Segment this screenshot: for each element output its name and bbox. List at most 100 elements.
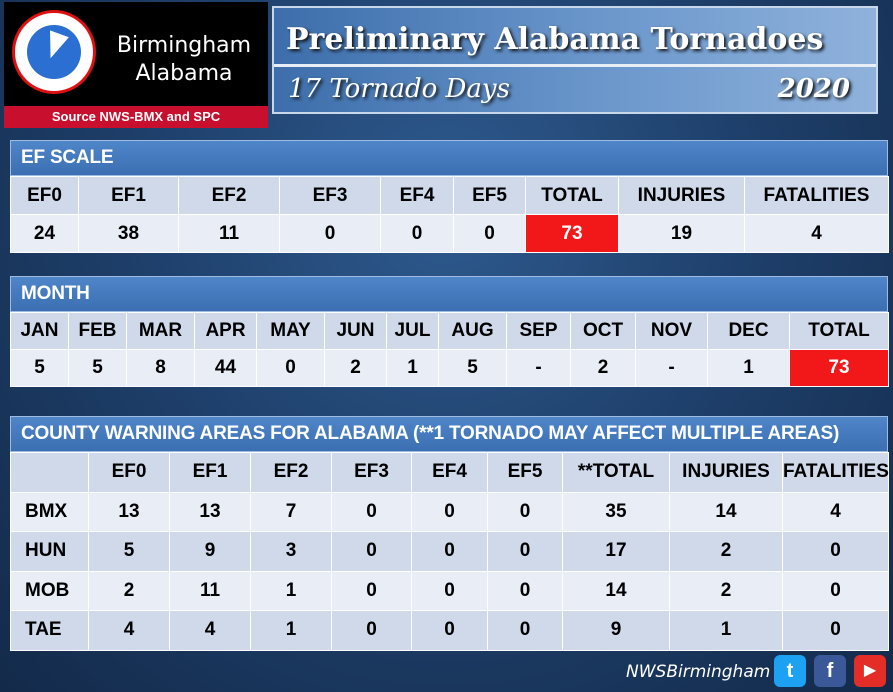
month-header-cell: TOTAL [789, 312, 889, 350]
month-heading: MONTH [10, 276, 888, 312]
cwa-value-cell: 4 [169, 610, 251, 651]
month-header-cell: MAY [256, 312, 325, 350]
month-value-cell: 2 [324, 349, 387, 387]
cwa-value-cell: 35 [562, 491, 670, 532]
month-value-cell: - [506, 349, 571, 387]
ef-header-cell: EF4 [380, 176, 454, 215]
cwa-value-cell: 13 [88, 491, 170, 532]
cwa-value-cell: 4 [88, 610, 170, 651]
cwa-header-cell [10, 452, 89, 493]
cwa-value-cell: 0 [411, 491, 488, 532]
cwa-value-cell: 0 [331, 570, 412, 611]
nws-seal-icon [12, 10, 96, 94]
month-table: JAN FEB MAR APR MAY JUN JUL AUG SEP OCT NOV DEC TOTA… [10, 312, 889, 387]
ef-header-cell: EF5 [453, 176, 526, 215]
month-value-cell: 8 [126, 349, 195, 387]
month-header-cell: SEP [506, 312, 571, 350]
twitter-icon[interactable]: t [774, 655, 806, 687]
cwa-value-cell: 0 [411, 610, 488, 651]
month-header-cell: APR [194, 312, 257, 350]
ef-value-cell: 11 [178, 214, 280, 253]
cwa-value-cell: 17 [562, 531, 670, 572]
youtube-icon[interactable]: ▶ [854, 655, 886, 687]
office-state: Alabama [135, 61, 233, 86]
month-header-cell: JUL [386, 312, 439, 350]
ef-scale-table: EF0 EF1 EF2 EF3 EF4 EF5 TOTAL INJURIES FATALITIE… [10, 176, 889, 253]
ef-header-cell: EF1 [78, 176, 179, 215]
month-value-cell: 1 [386, 349, 439, 387]
cwa-section: COUNTY WARNING AREAS FOR ALABAMA (**1 TO… [10, 416, 889, 651]
month-header-cell: OCT [570, 312, 636, 350]
table-row: TAE 4 4 1 0 0 0 9 1 0 [10, 610, 889, 651]
cwa-value-cell: 1 [250, 610, 332, 651]
ef-value-cell: 0 [453, 214, 526, 253]
table-row: BMX 13 13 7 0 0 0 35 14 4 [10, 491, 889, 532]
ef-value-cell: 19 [618, 214, 745, 253]
month-header-cell: NOV [635, 312, 708, 350]
month-value-cell: 44 [194, 349, 257, 387]
month-section: MONTH JAN FEB MAR APR MAY JUN JUL AUG SEP OCT NOV D… [10, 276, 889, 387]
ef-value-cell: 0 [380, 214, 454, 253]
cwa-value-cell: 7 [250, 491, 332, 532]
month-header-cell: JUN [324, 312, 387, 350]
cwa-value-cell: 0 [331, 531, 412, 572]
ef-scale-section: EF SCALE EF0 EF1 EF2 EF3 EF4 EF5 TOTAL INJURIES… [10, 140, 889, 253]
cwa-header-cell: **TOTAL [562, 452, 670, 493]
title-banner: Preliminary Alabama Tornadoes 17 Tornado… [272, 6, 878, 114]
month-header-row: JAN FEB MAR APR MAY JUN JUL AUG SEP OCT NOV DEC TOTA… [10, 312, 889, 350]
cwa-header-cell: EF0 [88, 452, 170, 493]
cwa-area-label: MOB [10, 570, 89, 611]
page-subtitle: 17 Tornado Days [288, 74, 510, 104]
cwa-value-cell: 0 [411, 531, 488, 572]
cwa-value-cell: 2 [669, 531, 783, 572]
ef-header-cell: EF0 [10, 176, 79, 215]
cwa-value-cell: 11 [169, 570, 251, 611]
cwa-area-label: BMX [10, 491, 89, 532]
ef-header-cell: INJURIES [618, 176, 745, 215]
month-header-cell: AUG [438, 312, 507, 350]
month-value-cell: - [635, 349, 708, 387]
cwa-value-cell: 0 [331, 491, 412, 532]
cwa-value-cell: 3 [250, 531, 332, 572]
office-city: Birmingham [116, 33, 252, 58]
cwa-area-label: TAE [10, 610, 89, 651]
cwa-table: EF0 EF1 EF2 EF3 EF4 EF5 **TOTAL INJURIES FATALIT… [10, 452, 889, 651]
month-value-cell: 0 [256, 349, 325, 387]
month-header-cell: JAN [10, 312, 69, 350]
month-value-cell: 2 [570, 349, 636, 387]
cwa-header-cell: EF4 [411, 452, 488, 493]
cwa-value-cell: 0 [487, 531, 563, 572]
data-source: Source NWS-BMX and SPC [4, 106, 268, 128]
cwa-value-cell: 9 [169, 531, 251, 572]
ef-scale-value-row: 24 38 11 0 0 0 73 19 4 [10, 214, 889, 253]
cwa-value-cell: 0 [782, 570, 889, 611]
cwa-value-cell: 1 [250, 570, 332, 611]
cwa-value-cell: 13 [169, 491, 251, 532]
ef-value-cell: 73 [525, 214, 619, 253]
ef-scale-header-row: EF0 EF1 EF2 EF3 EF4 EF5 TOTAL INJURIES FATALITIE… [10, 176, 889, 215]
cwa-header-cell: INJURIES [669, 452, 783, 493]
cwa-header-cell: EF3 [331, 452, 412, 493]
ef-header-cell: TOTAL [525, 176, 619, 215]
cwa-value-cell: 4 [782, 491, 889, 532]
month-value-cell: 5 [68, 349, 127, 387]
cwa-heading: COUNTY WARNING AREAS FOR ALABAMA (**1 TO… [10, 416, 888, 452]
month-value-row: 5 5 8 44 0 2 1 5-2-1 73 [10, 349, 889, 387]
cwa-value-cell: 2 [88, 570, 170, 611]
month-value-cell: 5 [10, 349, 69, 387]
footer-handle: NWSBirmingham [626, 662, 771, 682]
ef-value-cell: 0 [279, 214, 381, 253]
facebook-icon[interactable]: f [814, 655, 846, 687]
cwa-value-cell: 0 [487, 610, 563, 651]
cwa-value-cell: 0 [782, 610, 889, 651]
ef-value-cell: 4 [744, 214, 889, 253]
office-name: Birmingham Alabama [104, 32, 264, 88]
cwa-area-label: HUN [10, 531, 89, 572]
cwa-value-cell: 2 [669, 570, 783, 611]
report-year: 2020 [777, 74, 850, 104]
ef-value-cell: 24 [10, 214, 79, 253]
ef-header-cell: EF2 [178, 176, 280, 215]
cwa-value-cell: 0 [411, 570, 488, 611]
cwa-header-cell: FATALITIES [782, 452, 889, 493]
title-divider [274, 64, 876, 67]
